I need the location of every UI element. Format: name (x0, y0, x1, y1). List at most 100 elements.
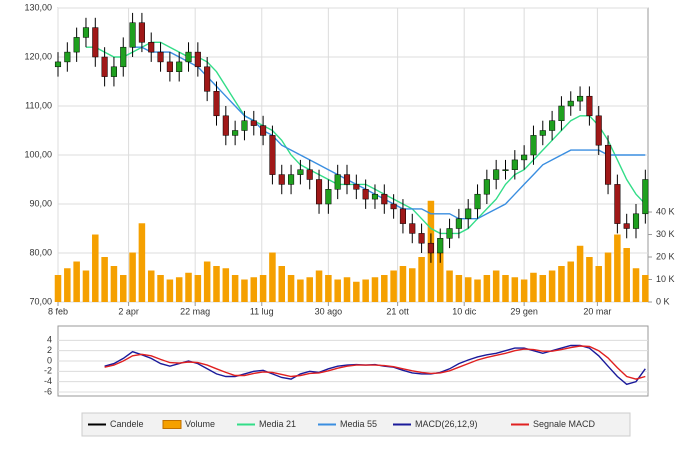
candle-body (269, 135, 276, 175)
candle-body (260, 125, 267, 136)
candle-body (157, 51, 164, 63)
volume-bar (623, 248, 630, 302)
candle-body (409, 223, 416, 234)
volume-bar (409, 268, 416, 302)
volume-bar (381, 275, 388, 302)
volume-bar (241, 279, 248, 302)
candle-body (595, 115, 602, 146)
volume-bar (464, 277, 472, 302)
x-tick-label: 8 feb (48, 306, 68, 316)
legend-label: Media 55 (340, 419, 377, 429)
volume-bar (436, 252, 444, 302)
y-tick-label: 120,00 (24, 51, 52, 61)
volume-bar (614, 234, 621, 302)
candle-body (241, 120, 248, 131)
candle-body (502, 169, 509, 171)
volume-bar (399, 266, 407, 302)
y-tick-label: 100,00 (24, 149, 52, 159)
candle-body (483, 179, 490, 195)
candle-body (110, 66, 117, 77)
candle-body (418, 233, 425, 244)
legend-box (81, 412, 631, 437)
volume-bar (315, 270, 323, 302)
volume-bar (231, 275, 239, 302)
y-tick-label: -4 (44, 376, 52, 386)
volume-bar (334, 279, 341, 302)
x-tick-label: 29 gen (510, 306, 538, 316)
volume-bar (511, 277, 519, 302)
candle-body (64, 51, 71, 63)
volume-bar (520, 279, 528, 302)
candle-body (604, 144, 612, 185)
candle-body (521, 154, 528, 161)
volume-bar (446, 270, 453, 302)
y-tick-label: 130,00 (24, 2, 52, 12)
volume-bar (604, 252, 612, 302)
candle-body (381, 193, 388, 205)
volume-bar (343, 277, 351, 302)
volume-bar (371, 277, 379, 302)
candle-body (353, 184, 360, 190)
y-tick-label: 0 (47, 355, 52, 365)
candle-body (306, 169, 313, 180)
candle-body (371, 193, 379, 200)
y2-tick-label: 0 K (656, 296, 670, 306)
candle-body (558, 105, 565, 121)
volume-bar (539, 275, 547, 302)
volume-bar (259, 275, 267, 302)
volume-bar (306, 277, 313, 302)
volume-bar (92, 234, 99, 302)
candle-body (176, 61, 183, 72)
volume-bar (297, 279, 304, 302)
y-tick-label: 110,00 (25, 100, 52, 110)
x-tick-label: 21 ott (386, 306, 409, 316)
candle-body (250, 120, 257, 126)
volume-bar (157, 275, 164, 302)
y2-tick-label: 40 K (656, 206, 675, 216)
x-tick-label: 20 mar (583, 306, 611, 316)
volume-bar (119, 275, 127, 302)
legend-label: MACD(26,12,9) (415, 419, 478, 429)
candle-body (343, 174, 351, 185)
candle-body (511, 159, 518, 170)
candle-body (632, 213, 640, 229)
volume-bar (64, 268, 71, 302)
candle-body (325, 189, 332, 205)
candle-body (185, 51, 192, 63)
volume-bar (147, 270, 155, 302)
candle-body (101, 56, 108, 77)
x-tick-label: 30 ago (315, 306, 343, 316)
volume-bar (586, 257, 593, 302)
legend-label: Segnale MACD (533, 419, 596, 429)
volume-bar (54, 275, 62, 302)
candle-body (455, 218, 462, 229)
candle-body (73, 37, 80, 53)
y-tick-label: -2 (44, 366, 52, 376)
candle-body (623, 223, 630, 229)
candle-body (288, 174, 295, 185)
volume-bar (269, 252, 276, 302)
volume-bar (362, 279, 369, 302)
volume-bar (530, 272, 537, 302)
volume-bar (287, 275, 295, 302)
candle-body (232, 130, 239, 136)
volume-bar (185, 272, 192, 302)
candle-body (465, 208, 472, 219)
volume-bar (175, 277, 183, 302)
candle-body (222, 115, 229, 136)
volume-bar (138, 223, 146, 302)
volume-bar (82, 270, 90, 302)
volume-bar (474, 279, 481, 302)
volume-bar (278, 266, 286, 302)
y-tick-label: 70,00 (29, 296, 52, 306)
candle-body (194, 51, 201, 68)
candle-body (315, 179, 323, 205)
volume-bar (250, 277, 258, 302)
candle-body (567, 100, 574, 107)
volume-bar (548, 270, 556, 302)
volume-bar (353, 281, 360, 302)
volume-bar (576, 245, 584, 302)
candle-body (82, 27, 90, 38)
y-tick-label: 4 (47, 335, 52, 345)
